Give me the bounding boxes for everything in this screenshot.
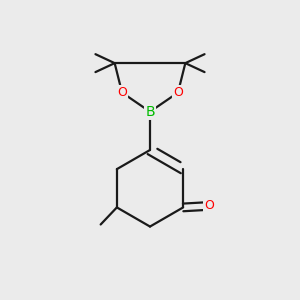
Text: O: O [204, 200, 214, 212]
Text: O: O [173, 86, 183, 99]
Text: O: O [117, 86, 127, 99]
Text: B: B [145, 105, 155, 119]
